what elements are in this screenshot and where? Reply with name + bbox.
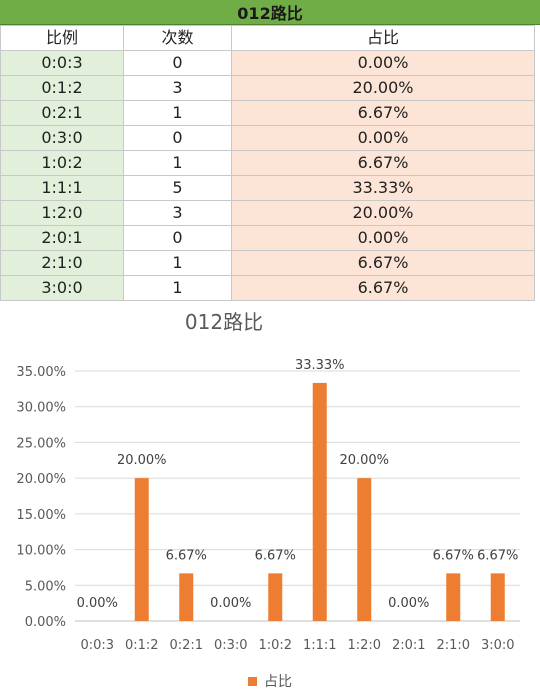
cell-count[interactable]: 0 [123, 225, 232, 251]
gridlines [75, 370, 520, 622]
cell-count[interactable]: 5 [123, 175, 232, 201]
bar[interactable] [312, 382, 327, 621]
chart-svg: 012路比 0.00% 5.00% 10.00% 15.00% 20.00% 25.00%… [16, 310, 520, 690]
y-tick-label: 15.00% [16, 508, 66, 523]
cell-ratio[interactable]: 2:1:0 [0, 250, 124, 276]
x-tick-label: 1:1:1 [303, 638, 337, 653]
cell-ratio[interactable]: 1:2:0 [0, 200, 124, 226]
cell-ratio[interactable]: 1:0:2 [0, 150, 124, 176]
bar[interactable] [357, 478, 372, 621]
column-edge [534, 25, 540, 300]
data-label: 6.67% [166, 548, 207, 563]
table-title[interactable]: 012路比 [0, 0, 540, 25]
data-label: 6.67% [433, 548, 474, 563]
table-row: 1:2:0 3 20.00% [0, 200, 535, 226]
x-tick-label: 2:1:0 [436, 638, 470, 653]
table-row: 3:0:0 1 6.67% [0, 275, 535, 301]
x-tick-label: 1:2:0 [347, 638, 381, 653]
table-row: 2:0:1 0 0.00% [0, 225, 535, 251]
x-axis-ticks: 0:0:3 0:1:2 0:2:1 0:3:0 1:0:2 1:1:1 1:2:0 2:0:1… [80, 638, 514, 653]
x-tick-label: 0:2:1 [169, 638, 203, 653]
cell-pct[interactable]: 0.00% [231, 225, 535, 251]
cell-ratio[interactable]: 2:0:1 [0, 225, 124, 251]
cell-count[interactable]: 1 [123, 100, 232, 126]
data-table: 比例 次数 占比 0:0:3 0 0.00% 0:1:2 3 20.00% 0:2:1 1 6.… [0, 25, 535, 301]
y-tick-label: 20.00% [16, 472, 66, 487]
cell-pct[interactable]: 6.67% [231, 250, 535, 276]
cell-ratio[interactable]: 1:1:1 [0, 175, 124, 201]
x-tick-label: 3:0:0 [481, 638, 515, 653]
table-row: 0:3:0 0 0.00% [0, 125, 535, 151]
cell-ratio[interactable]: 3:0:0 [0, 275, 124, 301]
legend-swatch [248, 677, 257, 686]
y-tick-label: 35.00% [16, 365, 66, 380]
legend[interactable]: 占比 [248, 674, 292, 690]
cell-pct[interactable]: 20.00% [231, 200, 535, 226]
x-tick-label: 1:0:2 [258, 638, 292, 653]
bar[interactable] [179, 573, 194, 621]
cell-pct[interactable]: 20.00% [231, 75, 535, 101]
x-tick-label: 0:1:2 [125, 638, 159, 653]
y-tick-label: 10.00% [16, 544, 66, 559]
cell-count[interactable]: 1 [123, 250, 232, 276]
cell-count[interactable]: 0 [123, 50, 232, 76]
cell-pct[interactable]: 6.67% [231, 275, 535, 301]
cell-count[interactable]: 3 [123, 200, 232, 226]
cell-count[interactable]: 1 [123, 275, 232, 301]
y-tick-label: 0.00% [25, 615, 66, 630]
data-label: 0.00% [77, 596, 118, 611]
cell-pct[interactable]: 33.33% [231, 175, 535, 201]
cell-pct[interactable]: 0.00% [231, 125, 535, 151]
table-row: 1:1:1 5 33.33% [0, 175, 535, 201]
cell-pct[interactable]: 6.67% [231, 100, 535, 126]
table-row: 2:1:0 1 6.67% [0, 250, 535, 276]
cell-ratio[interactable]: 0:2:1 [0, 100, 124, 126]
data-label: 0.00% [388, 596, 429, 611]
y-axis-ticks: 0.00% 5.00% 10.00% 15.00% 20.00% 25.00% 30.00%… [16, 365, 66, 630]
bar[interactable] [134, 478, 149, 621]
cell-count[interactable]: 0 [123, 125, 232, 151]
bar[interactable] [490, 573, 505, 621]
data-label: 20.00% [339, 453, 389, 468]
table-row: 0:1:2 3 20.00% [0, 75, 535, 101]
bars [134, 382, 505, 621]
table-header-row: 比例 次数 占比 [0, 25, 535, 51]
bar-chart[interactable]: 012路比 0.00% 5.00% 10.00% 15.00% 20.00% 25.00%… [0, 300, 540, 700]
y-tick-label: 25.00% [16, 436, 66, 451]
cell-ratio[interactable]: 0:1:2 [0, 75, 124, 101]
data-label: 20.00% [117, 453, 167, 468]
spreadsheet: 012路比 比例 次数 占比 0:0:3 0 0.00% 0:1:2 3 20.00% 0:… [0, 0, 540, 301]
data-label: 33.33% [295, 358, 345, 373]
data-labels: 0.00% 20.00% 6.67% 0.00% 6.67% 33.33% 20.00% 0.… [77, 358, 519, 611]
y-tick-label: 5.00% [25, 579, 66, 594]
cell-pct[interactable]: 0.00% [231, 50, 535, 76]
table-row: 1:0:2 1 6.67% [0, 150, 535, 176]
bar[interactable] [268, 573, 283, 621]
y-tick-label: 30.00% [16, 401, 66, 416]
data-label: 6.67% [255, 548, 296, 563]
cell-count[interactable]: 3 [123, 75, 232, 101]
header-ratio[interactable]: 比例 [0, 25, 124, 51]
bar[interactable] [446, 573, 461, 621]
data-label: 0.00% [210, 596, 251, 611]
table-row: 0:0:3 0 0.00% [0, 50, 535, 76]
table-row: 0:2:1 1 6.67% [0, 100, 535, 126]
chart-title: 012路比 [185, 310, 263, 334]
cell-ratio[interactable]: 0:0:3 [0, 50, 124, 76]
cell-count[interactable]: 1 [123, 150, 232, 176]
cell-pct[interactable]: 6.67% [231, 150, 535, 176]
data-label: 6.67% [477, 548, 518, 563]
header-count[interactable]: 次数 [123, 25, 232, 51]
x-tick-label: 0:3:0 [214, 638, 248, 653]
cell-ratio[interactable]: 0:3:0 [0, 125, 124, 151]
x-tick-label: 2:0:1 [392, 638, 426, 653]
header-pct[interactable]: 占比 [231, 25, 535, 51]
x-tick-label: 0:0:3 [80, 638, 114, 653]
legend-label: 占比 [264, 674, 292, 690]
